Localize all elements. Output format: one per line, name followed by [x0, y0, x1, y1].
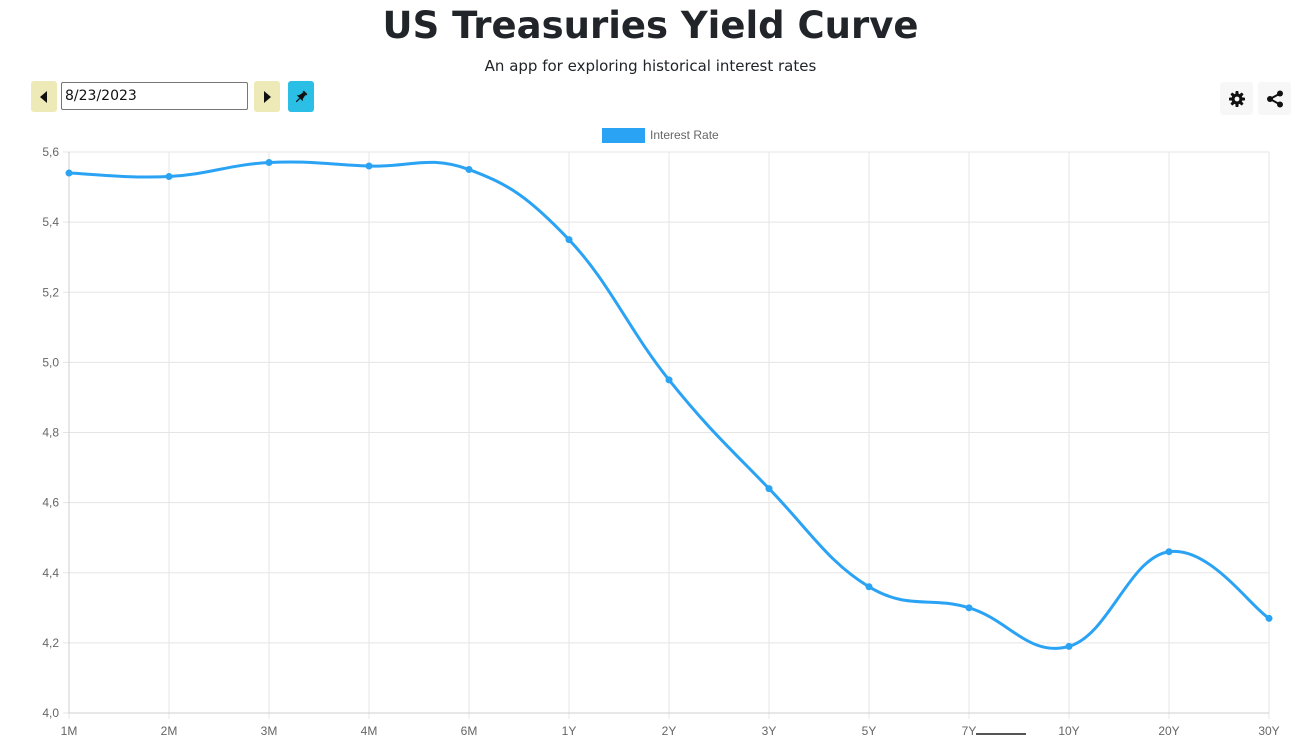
next-date-button[interactable]: [254, 81, 280, 112]
x-tick-label: 6M: [461, 724, 478, 736]
gear-icon: [1228, 90, 1245, 107]
data-point: [465, 166, 473, 174]
x-tick-label: 10Y: [1058, 724, 1079, 736]
y-tick-label: 5,6: [42, 145, 59, 159]
y-tick-label: 5,0: [42, 355, 59, 369]
data-point: [265, 159, 273, 167]
x-tick-label: 30Y: [1258, 724, 1279, 736]
legend-swatch: [602, 127, 645, 143]
x-tick-label: 1M: [61, 724, 78, 736]
share-icon: [1266, 90, 1283, 107]
data-point: [765, 485, 773, 493]
x-tick-label: 1Y: [562, 724, 577, 736]
x-tick-label: 2M: [161, 724, 178, 736]
data-point: [1165, 548, 1173, 556]
x-tick-label: 7Y: [962, 724, 977, 736]
x-tick-label: 20Y: [1158, 724, 1179, 736]
data-point: [165, 173, 173, 181]
x-tick-label: 5Y: [862, 724, 877, 736]
data-point: [965, 604, 973, 612]
x-tick-label: 4M: [361, 724, 378, 736]
page-subtitle: An app for exploring historical interest…: [484, 57, 817, 75]
y-tick-label: 4,6: [42, 496, 59, 510]
y-tick-label: 4,4: [42, 566, 59, 580]
caret-left-icon: [40, 90, 47, 103]
pin-icon: [295, 90, 308, 102]
caret-right-icon: [264, 90, 271, 103]
date-input[interactable]: [61, 82, 248, 110]
x-tick-label: 3M: [261, 724, 278, 736]
x-tick-label: 2Y: [662, 724, 677, 736]
data-point: [65, 169, 73, 177]
y-tick-label: 4,2: [42, 636, 59, 650]
data-point: [665, 376, 673, 384]
page-title: US Treasuries Yield Curve: [382, 4, 919, 47]
data-point: [565, 236, 573, 244]
pin-button[interactable]: [288, 81, 314, 112]
y-tick-label: 5,4: [42, 215, 59, 229]
scroll-indicator: [976, 733, 1026, 735]
x-tick-label: 3Y: [762, 724, 777, 736]
data-point: [365, 162, 373, 170]
chart-legend[interactable]: Interest Rate: [602, 127, 719, 143]
previous-date-button[interactable]: [31, 81, 57, 112]
data-point: [1065, 642, 1073, 650]
data-point: [865, 583, 873, 591]
data-point: [1265, 614, 1273, 622]
y-tick-label: 4,0: [42, 706, 59, 720]
y-tick-label: 5,2: [42, 285, 59, 299]
legend-label: Interest Rate: [650, 128, 719, 142]
share-button[interactable]: [1258, 82, 1291, 115]
y-tick-label: 4,8: [42, 426, 59, 440]
yield-curve-chart: 4,0 4,2 4,4 4,6 4,8 5,0 5,2 5,4 5,6 1M 2M 3M 4M 6M 1Y 2…: [42, 145, 1279, 736]
settings-button[interactable]: [1220, 82, 1253, 115]
